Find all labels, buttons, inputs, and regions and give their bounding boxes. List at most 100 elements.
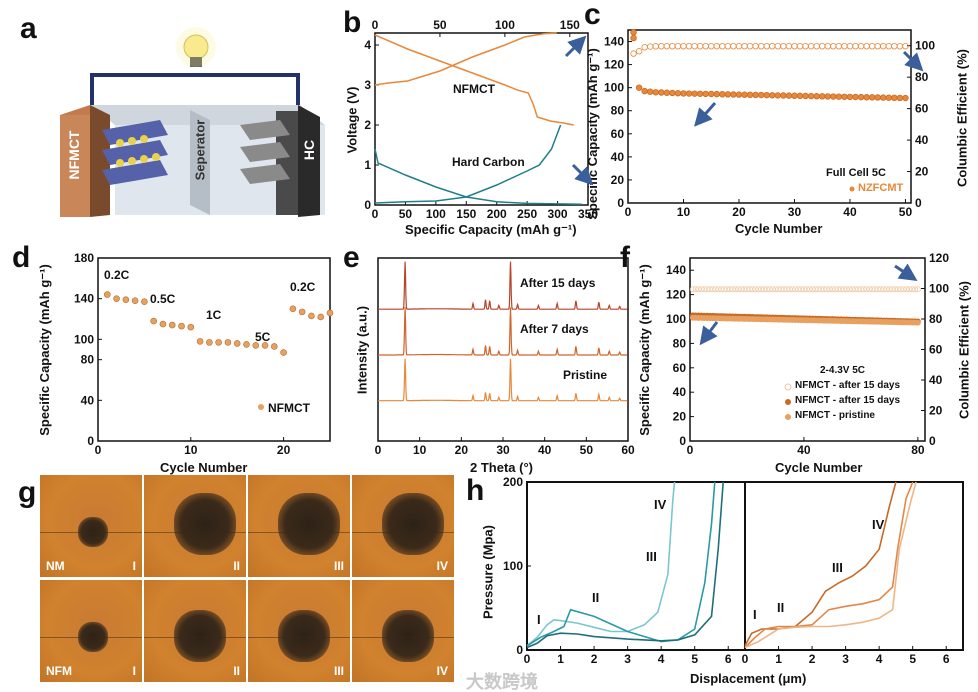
y2-tick-label: 120 [929, 251, 949, 265]
h-stage-label: III [832, 560, 843, 575]
data-point [646, 88, 654, 95]
separator-label: Seperator [192, 119, 208, 181]
data-point [896, 42, 904, 50]
battery-schematic [60, 27, 325, 217]
sample-label: NFM [46, 664, 72, 678]
data-point [852, 286, 859, 293]
data-point [857, 93, 865, 101]
d-rate-label: 0.5C [150, 292, 176, 306]
y2-tick-label: 80 [929, 312, 943, 326]
data-point [696, 90, 704, 97]
data-point [914, 286, 921, 293]
h-stage-label: I [537, 612, 541, 627]
data-point [698, 286, 705, 293]
c-y-axis-title: Specific Capacity (mAh g⁻¹) [585, 48, 600, 220]
data-point [215, 339, 222, 346]
data-point [872, 286, 879, 293]
data-point [635, 48, 643, 55]
data-point [791, 42, 798, 50]
crosshair-line [248, 637, 350, 639]
indentation-spot [382, 493, 444, 555]
x-tick-label: 5 [691, 652, 698, 666]
data-point [832, 286, 839, 293]
data-point [889, 286, 896, 293]
data-point [863, 42, 870, 50]
x-tick-label: 300 [548, 207, 568, 221]
data-point [892, 286, 899, 293]
data-point [233, 340, 241, 347]
b-x-axis-title: Specific Capacity (mAh g⁻¹) [405, 222, 577, 237]
data-point [763, 91, 770, 99]
x-tick-label: 0 [625, 205, 632, 219]
data-point [630, 29, 637, 36]
f-legend-markers [784, 383, 792, 420]
x-tick-label: 10 [677, 205, 691, 219]
data-point [803, 286, 810, 293]
x-tick-label: 20 [277, 443, 291, 457]
x-tick-label: 3 [842, 652, 849, 666]
d-rate-label: 1C [206, 308, 222, 322]
y2-tick-label: 40 [915, 133, 929, 147]
data-point [741, 91, 748, 98]
data-point [819, 42, 826, 50]
d-rate-label: 0.2C [104, 268, 130, 282]
x-tick-label: 40 [843, 205, 857, 219]
data-point [122, 296, 130, 303]
pressure-curve [526, 481, 676, 647]
data-point [669, 42, 676, 50]
panel-label-h: h [466, 474, 485, 507]
xrd-pattern [378, 358, 628, 402]
chart-e-xrd: 0 10 20 30 40 50 60 [375, 257, 635, 457]
d-rate-label: 5C [255, 330, 271, 344]
x-tick-label: 350 [578, 207, 598, 221]
plot-frame [374, 32, 589, 206]
stage-label: IV [436, 559, 448, 573]
indentation-spot [174, 493, 236, 555]
x-tick-label: 4 [658, 652, 665, 666]
data-point [752, 42, 759, 50]
crosshair-line [144, 532, 246, 534]
data-point [786, 286, 793, 293]
y2-tick-label: 60 [929, 343, 943, 357]
data-point [780, 42, 787, 50]
data-point [757, 42, 765, 50]
data-point [902, 94, 909, 102]
f-legend-title: 2-4.3V 5C [820, 365, 866, 376]
series-line [374, 32, 557, 86]
indentation-spot [278, 493, 340, 555]
data-point [857, 286, 864, 293]
data-point [652, 43, 659, 50]
plot-frame [97, 257, 331, 442]
data-point [809, 286, 816, 293]
data-point [752, 286, 759, 293]
x-tick-label: 50 [580, 443, 594, 457]
y-tick-label: 40 [611, 150, 625, 164]
data-point [874, 42, 881, 50]
data-point [713, 90, 720, 98]
data-point [721, 286, 728, 293]
data-point [663, 42, 671, 50]
y2-tick-label: 80 [915, 70, 929, 84]
data-point [732, 286, 739, 293]
data-point [785, 42, 793, 50]
c-y2-axis-title: Columbic Efficient (%) [954, 49, 970, 187]
y-tick-label: 100 [604, 81, 624, 95]
plot-frame [744, 481, 964, 651]
data-point [752, 91, 759, 99]
data-point [812, 286, 819, 293]
b-annotation-hard-carbon: Hard Carbon [452, 155, 525, 169]
y-tick-label: 60 [611, 127, 625, 141]
anode-label: HC [301, 139, 317, 161]
y-tick-label: 40 [673, 385, 687, 399]
series-line [374, 148, 582, 205]
data-point [849, 286, 856, 293]
data-point [271, 343, 278, 350]
y-tick-label: 100 [503, 559, 523, 573]
data-point [317, 313, 325, 321]
data-point [261, 342, 269, 349]
f-x-axis-title: Cycle Number [775, 460, 863, 475]
data-point [630, 34, 637, 42]
data-point [826, 286, 833, 293]
y-tick-label: 2 [364, 118, 371, 132]
data-point [824, 93, 831, 100]
